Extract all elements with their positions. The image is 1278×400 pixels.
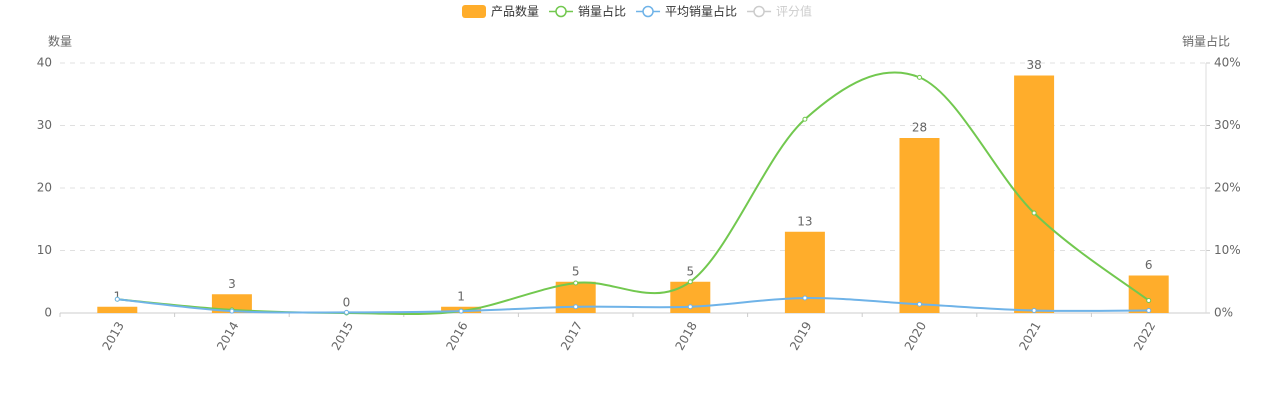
point (458, 308, 464, 314)
bar (899, 138, 940, 313)
legend-icon (753, 5, 765, 18)
data-label: 6 (1145, 258, 1153, 272)
point (229, 308, 235, 314)
y2-tick-label: 20% (1214, 181, 1241, 195)
y-tick-label: 40 (37, 56, 52, 70)
x-tick-label: 2018 (673, 319, 700, 352)
y2-axis-title: 销量占比 (1182, 34, 1230, 49)
point (687, 279, 693, 285)
y2-tick-label: 30% (1214, 118, 1241, 132)
y-tick-label: 30 (37, 118, 52, 132)
data-label: 38 (1026, 58, 1041, 72)
legend-icon (462, 5, 486, 18)
legend-item: 评分值 (747, 4, 812, 19)
legend-item: 平均销量占比 (636, 4, 737, 19)
y-axis-title: 数量 (48, 34, 72, 49)
legend: 产品数量 销量占比 平均销量占比 评分值 (462, 4, 812, 19)
legend-icon (642, 5, 654, 18)
legend-label: 评分值 (776, 4, 812, 19)
x-tick-label: 2021 (1016, 319, 1043, 352)
x-tick-label: 2015 (329, 319, 356, 352)
x-tick-label: 2016 (443, 319, 470, 352)
data-label: 5 (572, 264, 580, 278)
legend-label: 平均销量占比 (665, 4, 737, 19)
point (917, 74, 922, 80)
x-tick-label: 2017 (558, 319, 585, 352)
point (917, 301, 922, 307)
legend-label: 产品数量 (491, 4, 539, 19)
legend-icon (555, 5, 567, 18)
bar (1128, 275, 1169, 313)
point (573, 304, 579, 310)
point (114, 296, 120, 302)
y-tick-label: 10 (37, 243, 52, 257)
y-tick-label: 0 (44, 306, 52, 320)
point (802, 295, 808, 301)
data-label: 3 (228, 277, 236, 291)
legend-label: 销量占比 (578, 4, 626, 19)
point (1031, 308, 1037, 313)
bar (97, 306, 138, 313)
bar (784, 231, 825, 313)
point (1031, 210, 1037, 216)
data-label: 1 (113, 289, 121, 303)
point (1146, 308, 1152, 313)
x-tick-label: 2022 (1131, 319, 1158, 352)
point (1146, 298, 1152, 303)
line (117, 296, 1149, 314)
y2-tick-label: 0% (1214, 306, 1233, 320)
x-tick-label: 2020 (902, 319, 929, 352)
point (344, 309, 349, 315)
bar (1014, 75, 1055, 313)
x-tick-label: 2019 (787, 319, 814, 352)
y-tick-label: 20 (37, 181, 52, 195)
data-label: 28 (912, 121, 927, 135)
point (687, 304, 693, 310)
data-label: 1 (457, 289, 465, 303)
y2-tick-label: 40% (1214, 56, 1241, 70)
data-label: 0 (343, 296, 351, 310)
y2-tick-label: 10% (1214, 243, 1241, 257)
legend-item: 产品数量 (462, 4, 539, 19)
x-tick-label: 2014 (214, 319, 241, 352)
data-label: 13 (797, 214, 812, 228)
point (802, 116, 808, 122)
data-label: 5 (686, 264, 694, 278)
point (573, 280, 579, 286)
line (117, 71, 1150, 316)
legend-item: 销量占比 (549, 4, 626, 19)
x-tick-label: 2013 (100, 319, 127, 352)
